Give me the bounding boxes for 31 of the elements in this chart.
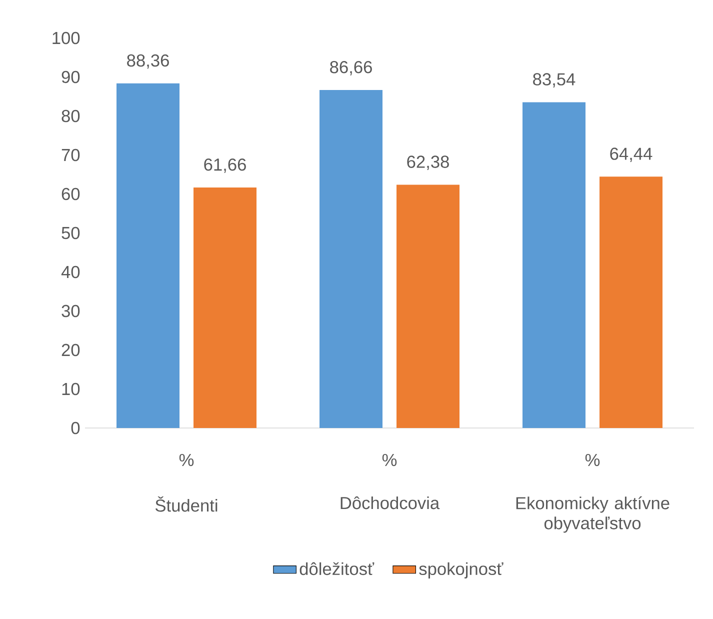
x-tick-label: Ekonomicky aktívne obyvateľstvo: [516, 496, 670, 533]
y-tick-label: 60: [62, 188, 80, 200]
data-label: 88,36: [127, 54, 169, 69]
bar: [194, 188, 256, 428]
data-label: 64,44: [610, 148, 652, 162]
y-tick-label: 50: [62, 226, 80, 240]
y-tick-label: 90: [62, 70, 80, 84]
bar: [522, 102, 586, 428]
y-tick-label: 0: [71, 422, 80, 434]
y-tick-label: 30: [62, 304, 80, 318]
text: %: [179, 454, 194, 466]
x-tick-label: Študenti: [155, 496, 218, 512]
y-tick-label: 10: [62, 382, 80, 396]
y-tick-label: 20: [62, 344, 80, 356]
data-label: 83,54: [533, 73, 576, 88]
text: %: [382, 454, 397, 466]
legend-label: spokojnosť: [419, 562, 504, 578]
data-label: 86,66: [330, 60, 372, 76]
bar: [396, 184, 460, 428]
y-tick-label: 100: [52, 32, 80, 44]
legend-label: dôležitosť: [300, 562, 374, 576]
data-label: 62,38: [407, 156, 449, 170]
y-tick-label: 70: [62, 148, 80, 162]
y-tick-label: 40: [61, 266, 80, 278]
data-label: 61,66: [204, 158, 246, 173]
text: %: [585, 454, 600, 466]
bar: [116, 83, 180, 428]
y-tick-label: 80: [62, 110, 80, 122]
bar: [320, 90, 383, 428]
x-tick-label: Dôchodcovia: [340, 496, 440, 510]
bar: [600, 176, 663, 428]
